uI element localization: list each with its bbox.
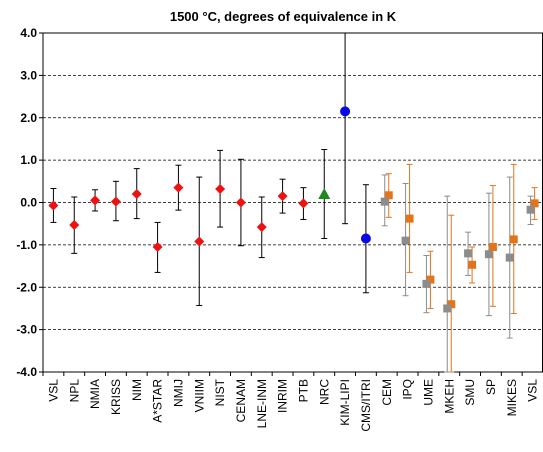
- x-tick-label: NMIJ: [171, 379, 185, 407]
- data-point-square: [401, 236, 410, 245]
- data-points: [48, 106, 539, 313]
- x-tick-label: NRC: [317, 379, 331, 405]
- data-point-diamond: [298, 198, 309, 209]
- data-point-square: [443, 304, 452, 313]
- data-point-diamond: [69, 219, 80, 230]
- y-tick-label: -1.0: [16, 238, 37, 252]
- x-tick-label: CENAM: [234, 379, 248, 422]
- x-tick-label: SP: [484, 379, 498, 395]
- x-tick-label: PTB: [296, 379, 310, 402]
- data-point-square: [526, 205, 535, 214]
- data-point-diamond: [256, 222, 267, 233]
- data-point-diamond: [277, 191, 288, 202]
- data-point-circle: [360, 233, 371, 244]
- data-point-diamond: [215, 183, 226, 194]
- x-tick-label: NPL: [67, 379, 81, 403]
- x-tick-label: CMS/ITRI: [359, 379, 373, 432]
- data-point-square: [405, 214, 414, 223]
- x-tick-label: VSL: [46, 379, 60, 402]
- chart-title: 1500 °C, degrees of equivalence in K: [170, 9, 397, 24]
- data-point-square: [484, 250, 493, 259]
- data-point-square: [530, 199, 539, 208]
- data-point-square: [468, 260, 477, 269]
- data-point-diamond: [235, 197, 246, 208]
- data-point-square: [422, 279, 431, 288]
- data-point-square: [380, 197, 389, 206]
- data-point-circle: [340, 106, 351, 117]
- grid-lines: [43, 74, 543, 331]
- y-tick-label: 4.0: [20, 26, 37, 40]
- data-point-diamond: [194, 236, 205, 247]
- y-tick-labels: 4.0 3.0 2.0 1.0 0.0 -1.0 -2.0 -3.0 -4.0: [16, 26, 37, 379]
- data-point-diamond: [110, 196, 121, 207]
- y-tick-label: 2.0: [20, 111, 37, 125]
- x-tick-label: CEM: [380, 379, 394, 406]
- data-point-square: [447, 300, 456, 309]
- x-tick-label: VSL: [526, 379, 540, 402]
- x-tick-label: VNIIM: [192, 379, 206, 412]
- x-tick-label: UME: [421, 379, 435, 406]
- data-point-triangle: [318, 188, 331, 200]
- data-point-diamond: [48, 200, 59, 211]
- x-tick-label: NIST: [213, 378, 227, 406]
- data-point-square: [505, 253, 514, 262]
- data-point-square: [509, 235, 518, 244]
- y-tick-label: 0.0: [20, 196, 37, 210]
- y-tick-label: -4.0: [16, 365, 37, 379]
- x-tick-label: SMU: [463, 379, 477, 406]
- data-point-diamond: [90, 195, 101, 206]
- data-point-diamond: [152, 241, 163, 252]
- y-tick-label: -3.0: [16, 323, 37, 337]
- data-point-square: [464, 249, 473, 258]
- x-tick-label: KIM-LIPI: [338, 379, 352, 426]
- x-tick-label: NMIA: [88, 379, 102, 409]
- x-tick-label: INRIM: [276, 379, 290, 413]
- data-point-square: [426, 275, 435, 284]
- x-tick-label: A*STAR: [151, 379, 165, 423]
- x-tick-label: MIKES: [505, 379, 519, 416]
- y-tick-label: 3.0: [20, 68, 37, 82]
- x-tick-label: IPQ: [401, 379, 415, 400]
- x-tick-label: KRISS: [109, 379, 123, 415]
- x-tick-labels: VSL NPL NMIA KRISS NIM A*STAR NMIJ VNIIM NIST CEN…: [46, 378, 539, 431]
- y-tick-label: -2.0: [16, 280, 37, 294]
- x-tick-label: MKEH: [442, 379, 456, 414]
- x-tick-label: LNE-INM: [255, 379, 269, 428]
- y-tick-label: 1.0: [20, 153, 37, 167]
- x-tick-label: NIM: [130, 379, 144, 401]
- data-point-diamond: [131, 189, 142, 200]
- data-point-square: [384, 191, 393, 200]
- data-point-diamond: [173, 182, 184, 193]
- data-point-square: [488, 242, 497, 251]
